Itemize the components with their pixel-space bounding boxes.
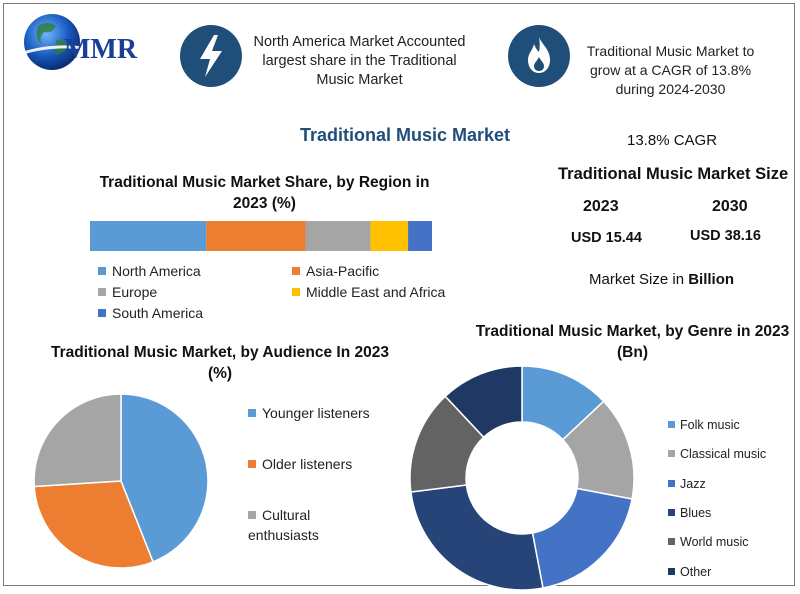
lightning-circle bbox=[180, 25, 242, 87]
legend-swatch bbox=[248, 511, 256, 519]
globe-icon bbox=[19, 14, 85, 70]
legend-label: World music bbox=[680, 535, 749, 549]
header-left-text: North America Market Accounted largest s… bbox=[253, 34, 466, 88]
lightning-bolt-icon bbox=[200, 35, 222, 77]
market-size-note: Market Size in Billion bbox=[589, 271, 734, 288]
legend-item-south-america: South America bbox=[98, 305, 203, 321]
flame-icon bbox=[528, 37, 550, 73]
legend-swatch bbox=[98, 267, 106, 275]
legend-swatch bbox=[668, 568, 675, 575]
legend-swatch bbox=[292, 267, 300, 275]
bar-segment-north-america bbox=[90, 221, 207, 251]
legend-swatch bbox=[668, 421, 675, 428]
legend-swatch bbox=[668, 480, 675, 487]
legend-item-younger-listeners: Younger listeners bbox=[248, 405, 370, 421]
legend-item-older-listeners: Older listeners bbox=[248, 456, 352, 472]
legend-label: Cultural enthusiasts bbox=[248, 507, 319, 543]
legend-swatch bbox=[98, 288, 106, 296]
legend-item-europe: Europe bbox=[98, 284, 157, 300]
market-size-title: Traditional Music Market Size bbox=[558, 165, 789, 183]
legend-item-world-music: World music bbox=[668, 535, 749, 549]
header-right-text: Traditional Music Market to grow at a CA… bbox=[586, 43, 755, 97]
logo-text: MMR bbox=[64, 34, 138, 65]
legend-item-north-america: North America bbox=[98, 263, 201, 279]
legend-label: Europe bbox=[112, 284, 158, 300]
year-2023: 2023 bbox=[583, 198, 619, 215]
bar-segment-asia-pacific bbox=[206, 221, 306, 251]
legend-swatch bbox=[98, 309, 106, 317]
legend-item-jazz: Jazz bbox=[668, 477, 706, 491]
legend-swatch bbox=[292, 288, 300, 296]
legend-swatch bbox=[668, 450, 675, 457]
main-title: Traditional Music Market bbox=[300, 125, 511, 145]
legend-swatch bbox=[248, 409, 256, 417]
legend-label: North America bbox=[112, 263, 201, 279]
value-2030: USD 38.16 bbox=[690, 228, 761, 244]
bar-segment-south-america bbox=[408, 221, 432, 251]
legend-label: Older listeners bbox=[262, 456, 353, 472]
legend-label: Jazz bbox=[680, 477, 706, 491]
legend-item-blues: Blues bbox=[668, 506, 711, 520]
legend-item-classical-music: Classical music bbox=[668, 447, 766, 461]
genre-donut-chart bbox=[409, 365, 635, 591]
legend-item-cultural-enthusiasts: Cultural enthusiasts bbox=[248, 505, 348, 545]
legend-swatch bbox=[248, 460, 256, 468]
genre-slice-jazz bbox=[531, 487, 633, 589]
audience-chart-title: Traditional Music Market, by Audience In… bbox=[51, 344, 389, 382]
legend-swatch bbox=[668, 538, 675, 545]
legend-label: Younger listeners bbox=[262, 405, 370, 421]
mmr-logo: MMR bbox=[12, 10, 162, 72]
legend-item-middle-east-and-africa: Middle East and Africa bbox=[292, 284, 445, 300]
region-bar-chart bbox=[90, 221, 432, 251]
market-size-note-unit: Billion bbox=[688, 271, 735, 288]
legend-label: South America bbox=[112, 305, 204, 321]
audience-slice-older-listeners bbox=[33, 480, 155, 569]
region-chart-title: Traditional Music Market Share, by Regio… bbox=[99, 174, 430, 212]
audience-pie-chart bbox=[33, 393, 209, 569]
legend-item-other: Other bbox=[668, 565, 711, 579]
genre-slice-other bbox=[444, 365, 523, 439]
value-2023: USD 15.44 bbox=[571, 230, 642, 246]
legend-label: Middle East and Africa bbox=[306, 284, 446, 300]
flame-circle bbox=[508, 25, 570, 87]
legend-item-asia-pacific: Asia-Pacific bbox=[292, 263, 379, 279]
legend-label: Blues bbox=[680, 506, 712, 520]
legend-label: Asia-Pacific bbox=[306, 263, 380, 279]
genre-chart-title: Traditional Music Market, by Genre in 20… bbox=[475, 323, 790, 361]
legend-label: Other bbox=[680, 565, 712, 579]
genre-slice-blues bbox=[410, 484, 544, 591]
legend-label: Classical music bbox=[680, 447, 767, 461]
market-size-note-prefix: Market Size in bbox=[589, 271, 689, 288]
legend-item-folk-music: Folk music bbox=[668, 418, 740, 432]
bar-segment-europe bbox=[305, 221, 371, 251]
legend-swatch bbox=[668, 509, 675, 516]
year-2030: 2030 bbox=[712, 198, 748, 215]
bar-segment-middle-east-and-africa bbox=[370, 221, 409, 251]
cagr-label: 13.8% CAGR bbox=[627, 132, 718, 149]
audience-slice-cultural-enthusiasts bbox=[33, 393, 122, 488]
infographic-frame bbox=[3, 3, 795, 586]
legend-label: Folk music bbox=[680, 418, 740, 432]
audience-slice-younger-listeners bbox=[120, 393, 209, 563]
